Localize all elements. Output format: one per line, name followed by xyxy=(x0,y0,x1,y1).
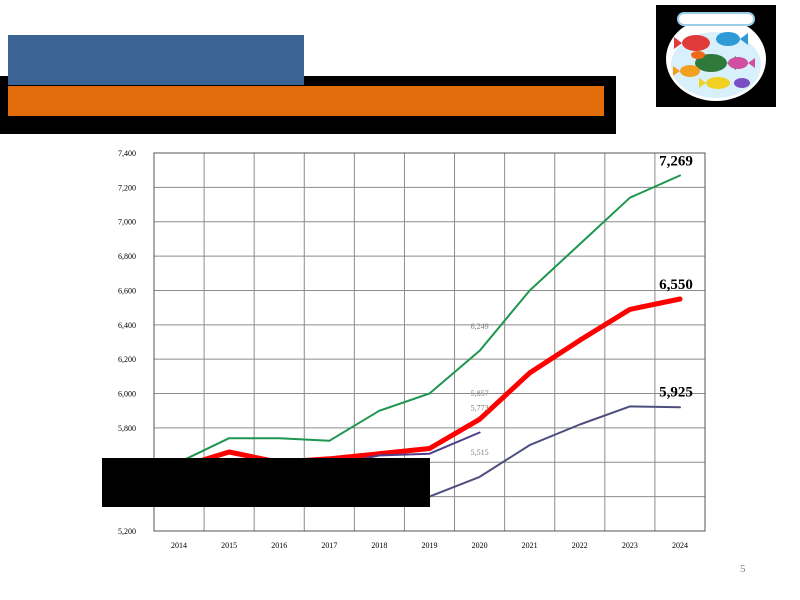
x-tick-label: 2020 xyxy=(472,541,488,550)
end-value-label: 6,550 xyxy=(659,277,693,293)
x-tick-label: 2024 xyxy=(672,541,688,550)
x-tick-label: 2014 xyxy=(171,541,187,550)
y-tick-label: 7,200 xyxy=(118,183,136,192)
end-value-label: 7,269 xyxy=(659,154,693,170)
y-tick-label: 6,000 xyxy=(118,390,136,399)
value-annotation: 6,249 xyxy=(471,322,489,331)
y-tick-label: 6,200 xyxy=(118,355,136,364)
value-annotation: 5,857 xyxy=(471,389,489,398)
page-number: 5 xyxy=(740,563,746,575)
title-bar-orange xyxy=(8,86,604,116)
series-line-4 xyxy=(428,405,681,498)
title-bar-blue xyxy=(8,35,304,85)
y-tick-label: 7,000 xyxy=(118,218,136,227)
x-tick-label: 2021 xyxy=(522,541,538,550)
x-tick-label: 2017 xyxy=(321,541,337,550)
y-tick-label: 6,400 xyxy=(118,321,136,330)
x-tick-label: 2015 xyxy=(221,541,237,550)
chart-labels: 7,269 6,550 5,925 6,249 5,773 5,857 5,515 xyxy=(471,154,693,457)
x-tick-label: 2018 xyxy=(371,541,387,550)
x-tick-label: 2016 xyxy=(271,541,287,550)
y-tick-label: 7,400 xyxy=(118,149,136,158)
redaction-box xyxy=(102,458,430,507)
plot-frame xyxy=(153,152,706,532)
fishbowl-icon xyxy=(666,12,766,101)
y-tick-label: 5,200 xyxy=(118,527,136,536)
x-tick-label: 2019 xyxy=(422,541,438,550)
logo xyxy=(656,5,776,107)
end-value-label: 5,925 xyxy=(659,384,693,400)
value-annotation: 5,773 xyxy=(471,404,489,413)
series-line-1 xyxy=(178,174,681,464)
x-tick-label: 2022 xyxy=(572,541,588,550)
y-tick-label: 6,800 xyxy=(118,252,136,261)
y-tick-label: 6,600 xyxy=(118,286,136,295)
x-tick-label: 2023 xyxy=(622,541,638,550)
value-annotation: 5,515 xyxy=(471,448,489,457)
y-tick-label: 5,800 xyxy=(118,424,136,433)
